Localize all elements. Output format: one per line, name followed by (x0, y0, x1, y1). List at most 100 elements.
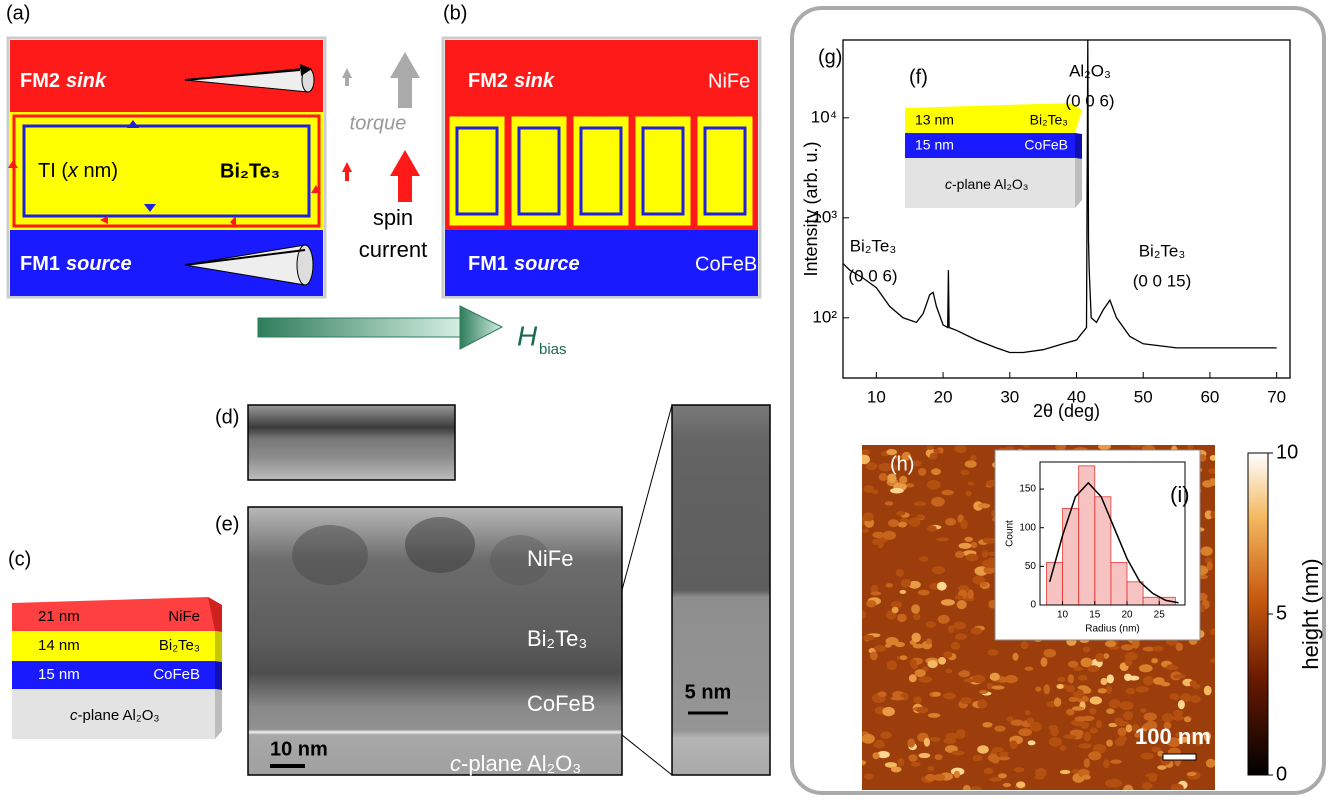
grain (982, 722, 992, 728)
substrate-label: c-plane Al₂O₃ (70, 707, 159, 724)
grain (898, 522, 907, 528)
grain (1079, 743, 1092, 748)
material-label: NiFe (708, 70, 750, 92)
panel-label: (i) (1170, 482, 1190, 507)
material-label: Bi₂Te₃ (1030, 112, 1068, 128)
y-tick-label: 10² (812, 307, 837, 326)
grain (1106, 685, 1112, 694)
layer-label-part: sink (66, 70, 107, 92)
y-tick-label: 150 (1019, 484, 1036, 495)
substrate-label-part: c (450, 751, 461, 776)
grain (998, 773, 1007, 778)
grain (927, 480, 941, 490)
grain (1140, 753, 1154, 760)
grain (1184, 716, 1191, 722)
x-tick-label: 60 (1200, 387, 1219, 406)
panel-label: (b) (443, 2, 467, 24)
panel-label: (c) (8, 548, 31, 570)
grain (1098, 443, 1111, 450)
grain (886, 583, 893, 587)
grain (1106, 740, 1113, 747)
annotation: (0 0 6) (1065, 91, 1114, 110)
grain (873, 752, 880, 759)
grain (1072, 706, 1084, 711)
field-label: H (517, 320, 538, 351)
grain (1157, 765, 1166, 770)
substrate-label-part: -plane Al₂O₃ (461, 751, 581, 776)
grain (1049, 737, 1062, 747)
cell-core (581, 128, 621, 214)
grain (954, 445, 966, 453)
grain (990, 673, 1000, 681)
grain (1173, 710, 1183, 716)
grain (862, 529, 869, 533)
grain (992, 685, 1005, 689)
grain (1162, 713, 1174, 722)
grain (1120, 701, 1134, 710)
grain (891, 766, 902, 772)
grain (910, 659, 917, 665)
annotation: (0 0 15) (1133, 271, 1192, 290)
grain (1007, 716, 1014, 721)
grain (1084, 758, 1090, 767)
grain (927, 766, 934, 771)
grain (1059, 745, 1066, 750)
grain (890, 488, 904, 494)
grain (879, 473, 888, 481)
panel-label: (h) (890, 453, 914, 475)
grain (1178, 700, 1185, 709)
grain (984, 768, 994, 774)
field-label: bias (539, 341, 567, 358)
layer-label: NiFe (527, 546, 573, 571)
material-label: NiFe (168, 608, 200, 625)
layer-label-part: source (514, 253, 580, 275)
grain (1126, 688, 1135, 695)
grain (911, 604, 920, 614)
material-label: Bi₂Te₃ (159, 637, 200, 654)
grain (961, 470, 969, 475)
grain (897, 758, 904, 766)
grain (948, 625, 954, 632)
grain (1107, 674, 1114, 683)
panel-label: (e) (215, 513, 239, 535)
grain (1021, 641, 1029, 649)
grain (955, 595, 964, 599)
grain (1176, 643, 1183, 652)
grain (994, 726, 1005, 732)
thickness-label: 15 nm (38, 666, 80, 683)
grain (1090, 728, 1098, 734)
grain (1210, 511, 1217, 518)
grain (1160, 682, 1170, 686)
histogram-bar (1127, 582, 1143, 605)
y-tick-label: 0 (1276, 763, 1287, 785)
grain (957, 600, 967, 609)
grain (998, 756, 1010, 760)
tem-images (248, 405, 770, 775)
grain (870, 587, 878, 592)
layer-label-part: FM2 (468, 70, 508, 92)
grain (1149, 775, 1158, 782)
grain (1088, 665, 1100, 672)
grain (970, 455, 977, 461)
grain (1190, 680, 1197, 686)
cell-core (643, 128, 683, 214)
grain (1010, 740, 1018, 749)
layer-label-part: source (66, 253, 132, 275)
grain (1210, 628, 1217, 635)
grain (927, 446, 934, 450)
grain (916, 707, 928, 714)
grain (988, 649, 999, 655)
grain (1118, 728, 1127, 737)
grain (961, 520, 968, 529)
thickness-label: 13 nm (915, 112, 954, 128)
grain (1201, 546, 1213, 556)
grain (982, 560, 996, 569)
grain (863, 485, 873, 493)
x-tick-label: 50 (1134, 387, 1153, 406)
grain (1204, 686, 1212, 696)
grain (1050, 727, 1059, 736)
grain (885, 644, 891, 648)
annotation: (0 0 6) (848, 266, 897, 285)
grain (971, 627, 983, 634)
